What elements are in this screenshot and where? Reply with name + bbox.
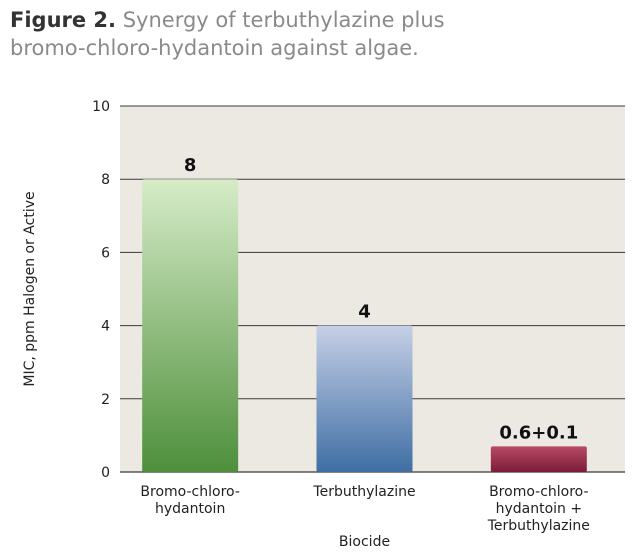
figure-number: Figure 2. (10, 8, 117, 32)
category-label-2-line-0: Bromo-chloro- (489, 484, 588, 500)
data-label-1: 4 (358, 302, 371, 323)
x-axis-label: Biocide (339, 534, 390, 550)
bar-1 (316, 325, 413, 472)
category-label-2-line-1: hydantoin + (496, 501, 583, 517)
data-label-0: 8 (184, 155, 197, 176)
category-label-0-line-1: hydantoin (155, 501, 225, 517)
y-tick-4: 4 (101, 319, 110, 335)
category-label-2-line-2: Terbuthylazine (487, 518, 590, 534)
y-tick-6: 6 (101, 245, 110, 261)
data-label-2: 0.6+0.1 (499, 422, 578, 443)
bar-2 (490, 446, 587, 472)
y-tick-0: 0 (101, 465, 110, 481)
figure-caption: Figure 2. Synergy of terbuthylazine plus… (10, 6, 450, 62)
figure-title: Synergy of terbuthylazine plus bromo-chl… (10, 8, 445, 60)
bar-0 (142, 179, 239, 472)
category-label-1: Terbuthylazine (312, 484, 415, 500)
y-tick-2: 2 (101, 392, 110, 408)
category-label-0: Bromo-chloro-hydantoin (140, 484, 239, 517)
category-label-2: Bromo-chloro-hydantoin + Terbuthylazine (487, 484, 590, 534)
category-label-0-line-0: Bromo-chloro- (140, 484, 239, 500)
y-tick-8: 8 (101, 172, 110, 188)
y-tick-labels: 0 2 4 6 8 10 (92, 99, 110, 481)
y-tick-10: 10 (92, 99, 110, 115)
category-label-1-line-0: Terbuthylazine (312, 484, 415, 500)
data-labels: 8 4 0.6+0.1 (184, 155, 578, 443)
bars (142, 179, 587, 472)
y-axis-label: MIC, ppm Halogen or Active (22, 191, 38, 386)
